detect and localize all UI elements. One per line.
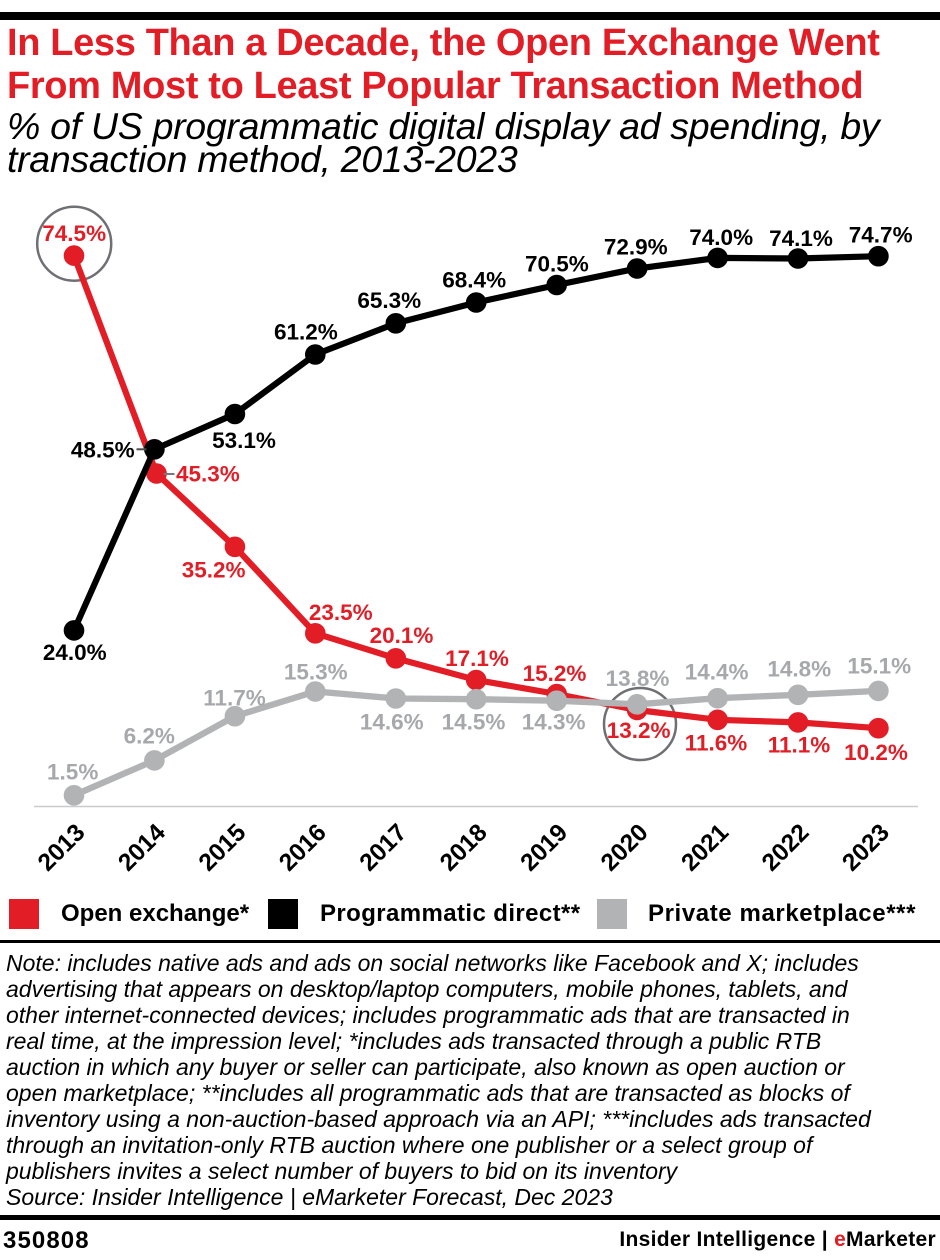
svg-text:20.1%: 20.1%	[370, 623, 434, 648]
svg-text:11.1%: 11.1%	[768, 733, 831, 758]
svg-text:14.6%: 14.6%	[360, 710, 424, 735]
svg-text:53.1%: 53.1%	[212, 428, 276, 453]
svg-text:11.6%: 11.6%	[685, 731, 748, 756]
svg-text:2014: 2014	[113, 819, 171, 877]
svg-text:15.3%: 15.3%	[284, 660, 348, 685]
svg-text:74.0%: 74.0%	[689, 225, 753, 250]
svg-text:13.2%: 13.2%	[607, 718, 671, 743]
svg-text:2013: 2013	[33, 819, 91, 877]
svg-text:2023: 2023	[837, 819, 895, 877]
svg-text:35.2%: 35.2%	[182, 558, 246, 583]
svg-text:24.0%: 24.0%	[43, 640, 107, 665]
svg-text:65.3%: 65.3%	[357, 288, 421, 313]
svg-text:2022: 2022	[757, 819, 815, 877]
svg-text:14.5%: 14.5%	[442, 710, 506, 735]
svg-text:74.7%: 74.7%	[849, 222, 913, 247]
svg-text:17.1%: 17.1%	[445, 646, 509, 671]
svg-text:6.2%: 6.2%	[124, 724, 175, 749]
svg-text:15.1%: 15.1%	[847, 654, 911, 679]
svg-text:74.1%: 74.1%	[769, 226, 833, 251]
svg-text:68.4%: 68.4%	[442, 268, 506, 293]
svg-text:13.8%: 13.8%	[606, 666, 670, 691]
svg-text:61.2%: 61.2%	[274, 320, 338, 345]
svg-text:2015: 2015	[194, 819, 252, 877]
svg-text:45.3%: 45.3%	[176, 462, 240, 487]
svg-text:2018: 2018	[435, 819, 493, 877]
svg-text:74.5%: 74.5%	[42, 221, 106, 246]
svg-text:70.5%: 70.5%	[525, 252, 589, 277]
svg-text:10.2%: 10.2%	[844, 740, 908, 765]
svg-text:11.7%: 11.7%	[203, 686, 266, 711]
svg-text:2017: 2017	[355, 819, 413, 877]
svg-text:2021: 2021	[676, 819, 734, 877]
svg-text:14.8%: 14.8%	[767, 657, 831, 682]
svg-text:14.3%: 14.3%	[522, 710, 586, 735]
svg-text:2016: 2016	[274, 819, 332, 877]
svg-text:48.5%: 48.5%	[71, 438, 135, 463]
svg-text:1.5%: 1.5%	[47, 760, 98, 785]
svg-text:72.9%: 72.9%	[604, 235, 668, 260]
svg-text:23.5%: 23.5%	[309, 600, 373, 625]
svg-text:2020: 2020	[596, 819, 654, 877]
svg-text:2019: 2019	[516, 819, 574, 877]
svg-text:14.4%: 14.4%	[685, 660, 749, 685]
svg-text:15.2%: 15.2%	[523, 661, 587, 686]
